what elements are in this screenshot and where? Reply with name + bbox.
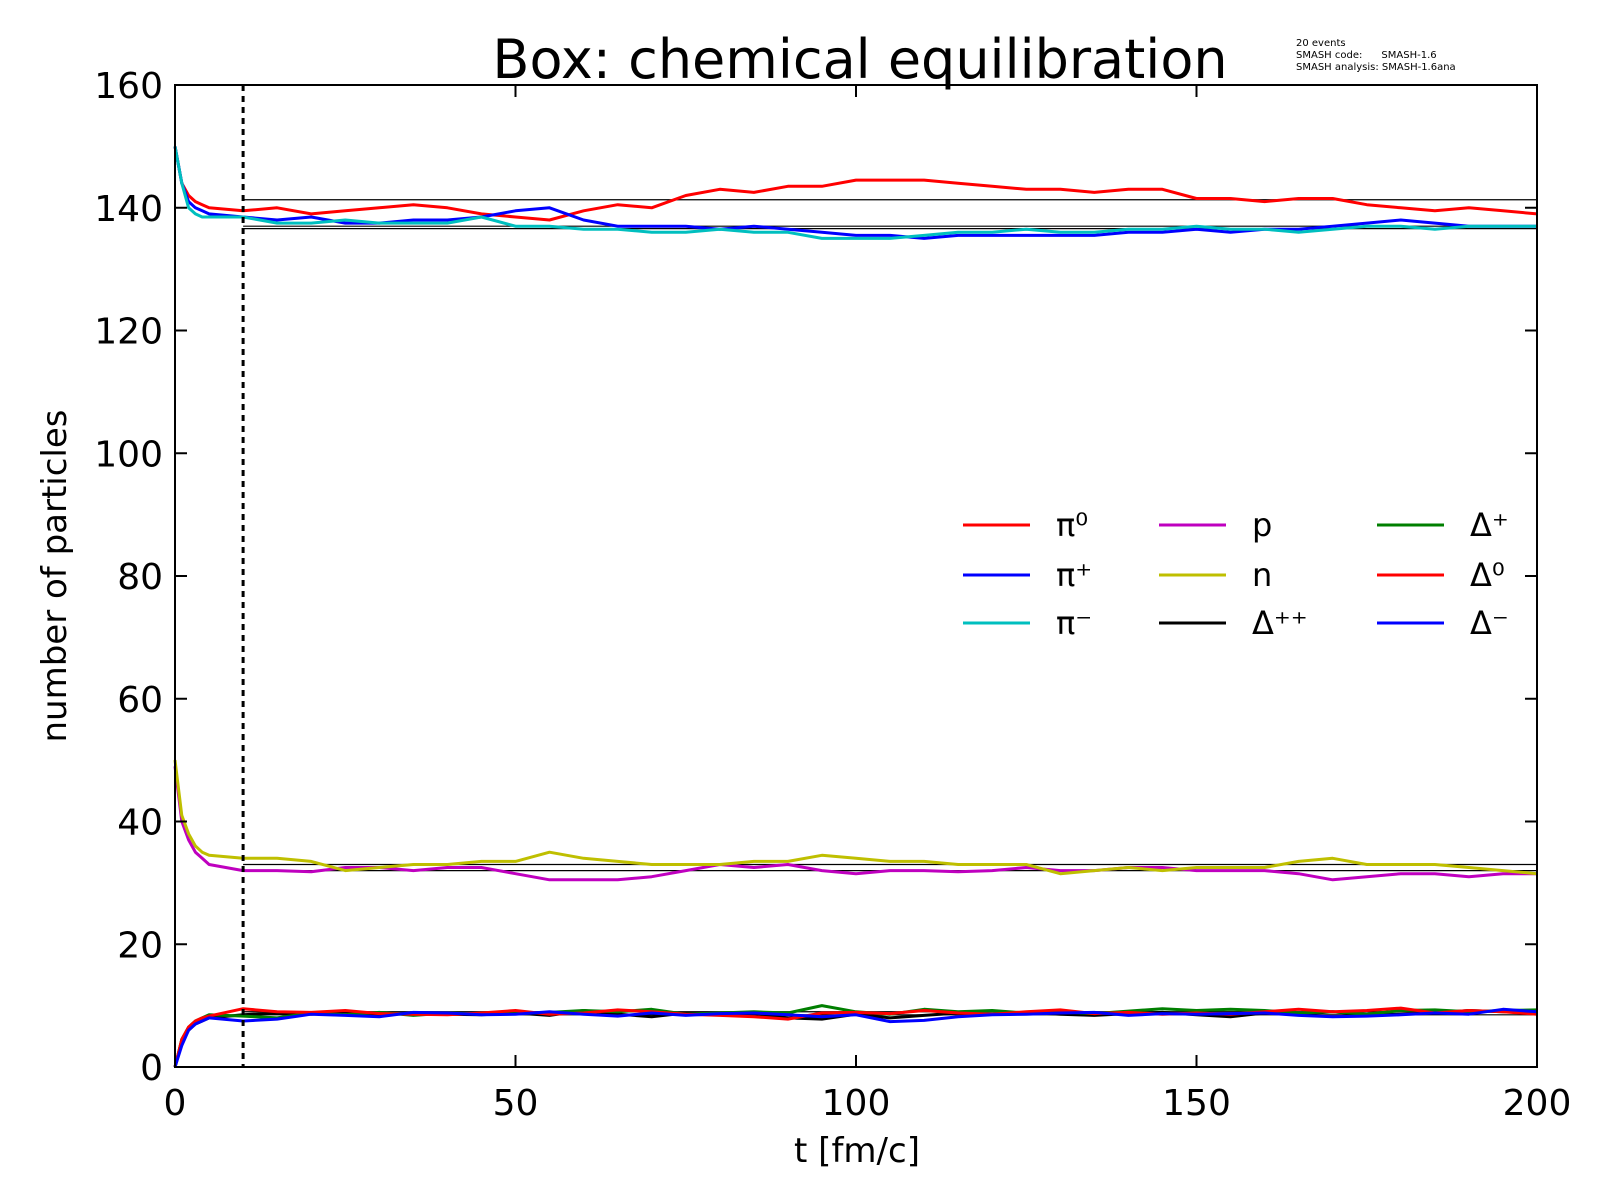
legend-label: π⁻ [1056,604,1092,642]
series-line [173,146,1538,222]
legend-label: π⁰ [1056,506,1088,544]
y-tick-label: 20 [117,925,163,966]
y-tick-label: 120 [94,312,163,353]
y-tick-label: 60 [117,680,163,721]
y-tick-label: 140 [94,189,163,230]
chart-title: Box: chemical equilibration [492,28,1227,91]
y-tick-label: 0 [140,1048,163,1089]
axis-ticks: 0 50 100 150 200 0 20 40 60 80 100 120 140 160 [94,66,1571,1124]
annotation: 20 events SMASH code: SMASH-1.6 SMASH an… [1296,38,1456,73]
series-line [173,759,1538,876]
legend-label: π⁺ [1056,556,1092,594]
axes-frame [174,84,1538,1068]
y-tick-label: 40 [117,803,163,844]
x-tick-label: 200 [1503,1083,1572,1124]
x-tick-label: 150 [1162,1083,1231,1124]
plot-area [173,85,1538,1068]
legend-label: Δ⁺ [1470,506,1509,544]
annotation-code: SMASH code: SMASH-1.6 [1296,50,1437,61]
x-tick-label: 50 [493,1083,539,1124]
x-tick-label: 0 [164,1083,187,1124]
legend-label: n [1252,556,1272,594]
x-axis-label: t [fm/c] [794,1131,920,1171]
legend-label: Δ⁻ [1470,604,1509,642]
annotation-analysis: SMASH analysis: SMASH-1.6ana [1296,62,1456,73]
series-line [173,1007,1538,1068]
y-tick-label: 160 [94,66,163,107]
legend-label: Δ⁰ [1470,556,1505,594]
y-tick-label: 100 [94,434,163,475]
x-tick-label: 100 [822,1083,891,1124]
y-tick-label: 80 [117,557,163,598]
legend: π⁰ π⁺ π⁻ pn Δ⁺⁺ Δ⁺ Δ⁰ Δ⁻ [963,506,1509,642]
legend-label: Δ⁺⁺ [1252,604,1308,642]
series-line [173,1006,1538,1068]
series-line [173,766,1537,882]
series-line [173,146,1537,240]
annotation-events: 20 events [1296,38,1346,49]
y-axis-label: number of particles [35,409,75,742]
legend-label: p [1252,506,1272,544]
series-line [173,146,1537,240]
